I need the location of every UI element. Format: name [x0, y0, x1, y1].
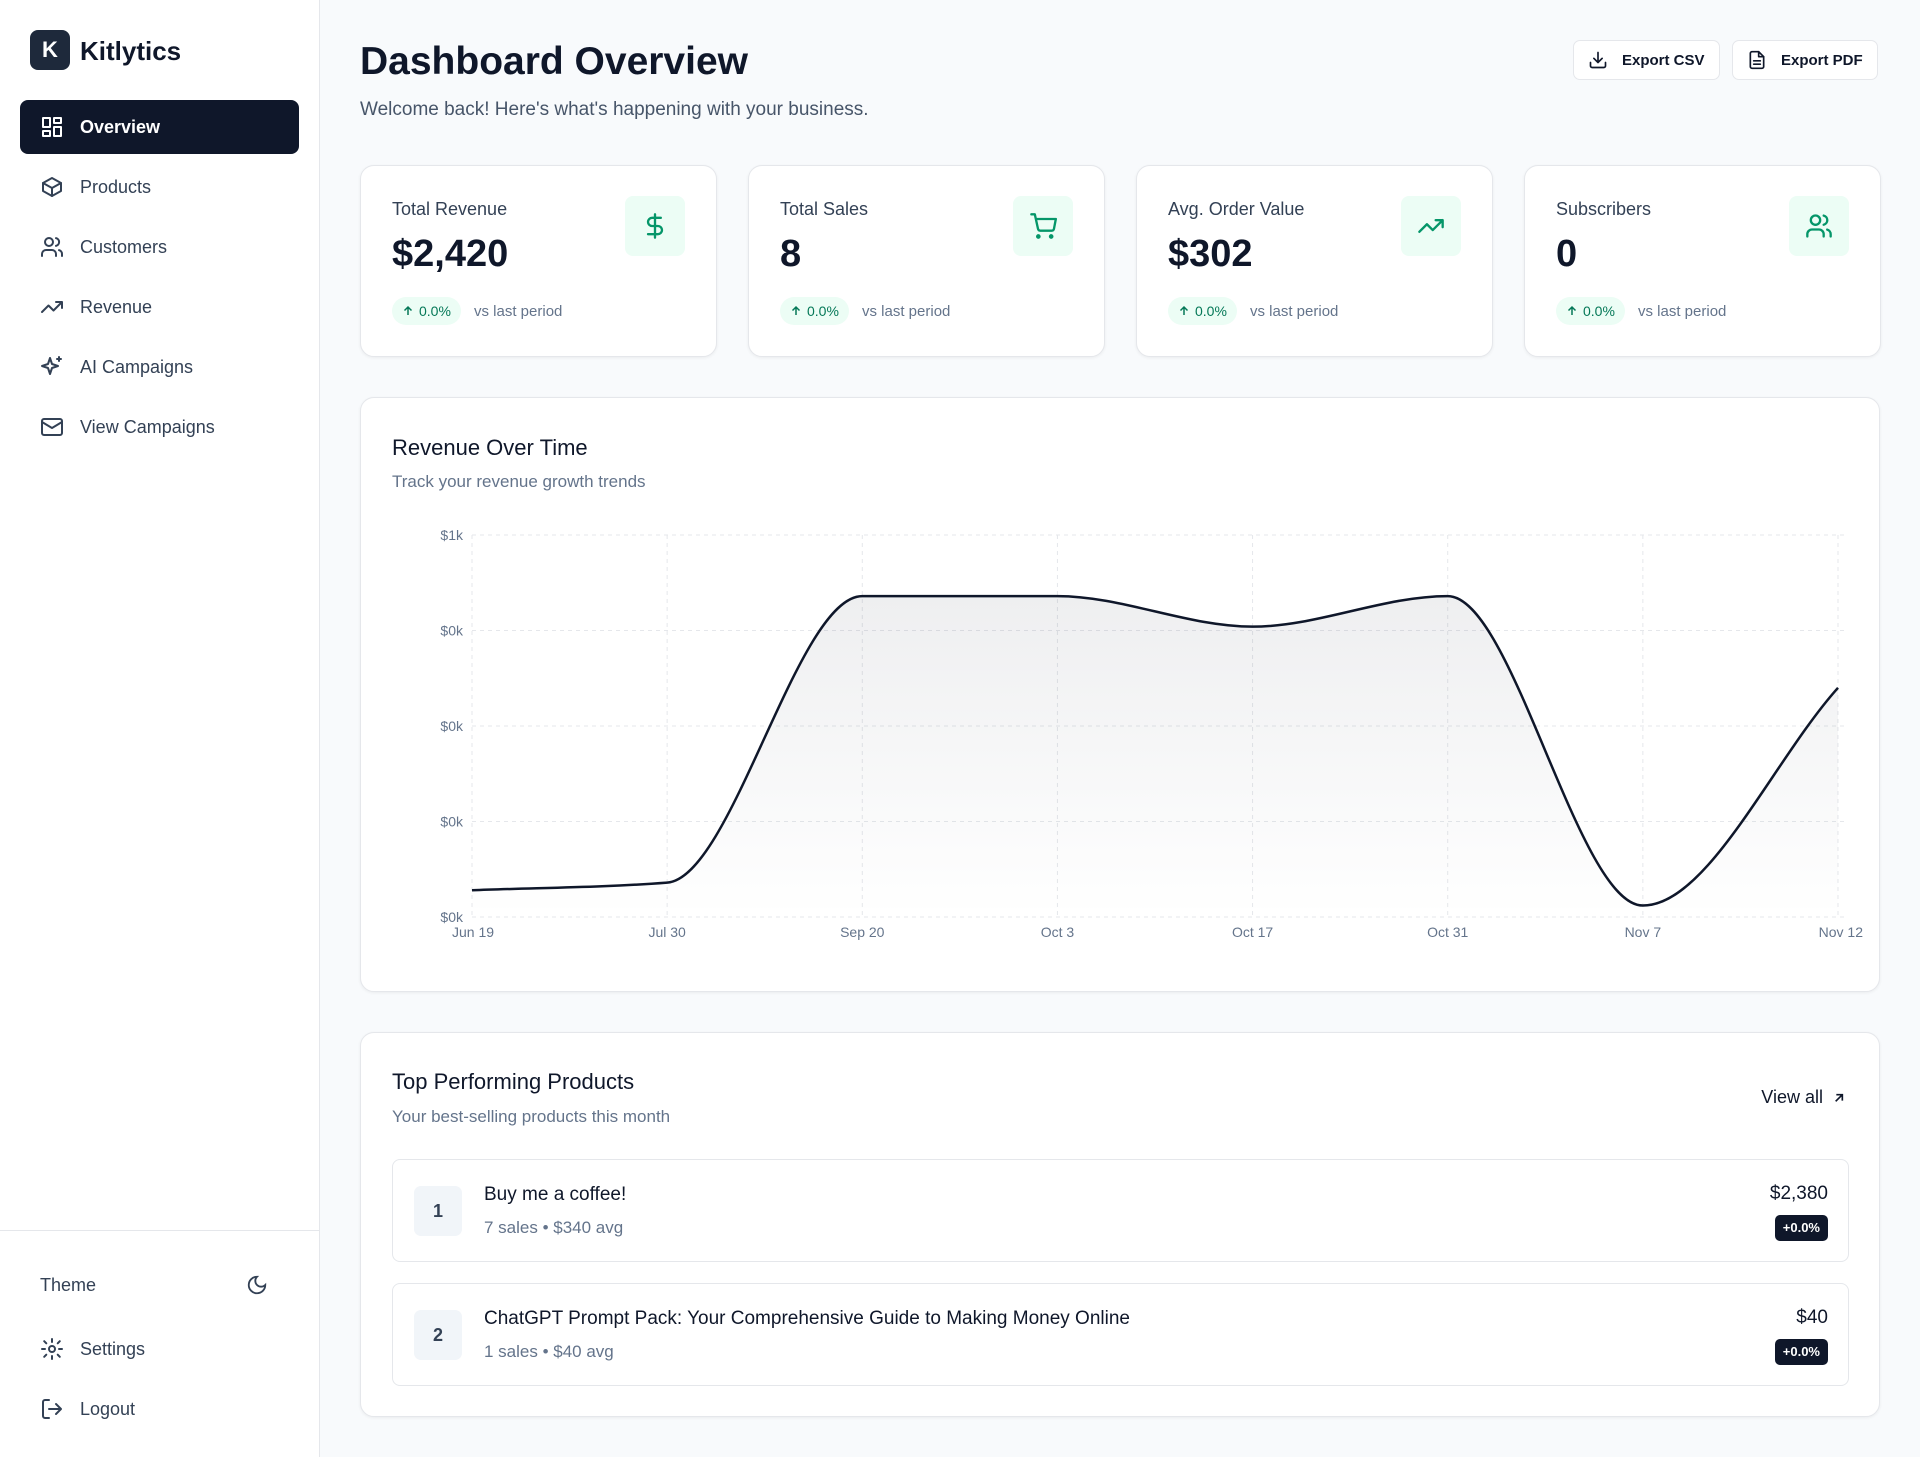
- stat-icon: [1789, 196, 1849, 256]
- line: [471, 594, 1839, 907]
- nav-item[interactable]: Settings: [20, 1322, 299, 1376]
- change-value: 0.0%: [1583, 303, 1615, 319]
- product-change: +0.0%: [1774, 1339, 1828, 1365]
- nav-item[interactable]: Customers: [20, 220, 299, 274]
- nav-item[interactable]: AI Campaigns: [20, 340, 299, 394]
- page-title: Dashboard Overview: [360, 40, 748, 83]
- brand: Kitlytics: [80, 36, 182, 66]
- products-title: Top Performing Products: [392, 1069, 635, 1094]
- y-tick-label: $0k: [440, 814, 464, 830]
- nav-item[interactable]: Revenue: [20, 280, 299, 334]
- product-revenue: $2,380: [1769, 1183, 1828, 1204]
- products-subtitle: Your best-selling products this month: [392, 1107, 671, 1126]
- product-meta: 7 sales • $340 avg: [484, 1218, 624, 1237]
- change-badge: 0.0%: [1556, 297, 1625, 325]
- product-name: ChatGPT Prompt Pack: Your Comprehensive …: [484, 1308, 1130, 1329]
- nav-item[interactable]: Logout: [20, 1382, 299, 1436]
- product-rank: 1: [414, 1186, 462, 1236]
- stat-icon: [1401, 196, 1461, 256]
- stat-value: 8: [780, 233, 802, 275]
- nav-label: Customers: [80, 236, 168, 257]
- products-card: Top Performing Products Your best-sellin…: [360, 1032, 1880, 1417]
- product-name: Buy me a coffee!: [484, 1184, 627, 1205]
- x-tick-label: Oct 17: [1232, 924, 1273, 940]
- nav-item[interactable]: Products: [20, 160, 299, 214]
- stat-label: Avg. Order Value: [1168, 199, 1305, 219]
- nav-label: AI Campaigns: [80, 356, 194, 377]
- nav-label: View Campaigns: [80, 416, 215, 437]
- page-subtitle: Welcome back! Here's what's happening wi…: [360, 99, 869, 120]
- stat-value: $2,420: [392, 233, 509, 275]
- product-row[interactable]: 2 ChatGPT Prompt Pack: Your Comprehensive…: [392, 1283, 1849, 1386]
- y-tick-label: $0k: [440, 623, 464, 639]
- change-note: vs last period: [474, 303, 563, 320]
- nav-label: Revenue: [80, 296, 153, 317]
- button-label: Export PDF: [1781, 51, 1863, 69]
- stat-label: Total Sales: [780, 199, 869, 219]
- product-rank: 2: [414, 1310, 462, 1360]
- product-revenue: $40: [1796, 1307, 1828, 1328]
- stat-icon: [1013, 196, 1073, 256]
- stat-card: Total Sales 8 0.0% vs last period: [748, 165, 1105, 357]
- button-label: Export CSV: [1622, 51, 1705, 69]
- change-note: vs last period: [1250, 303, 1339, 320]
- chart-card: Revenue Over Time Track your revenue gro…: [360, 397, 1880, 992]
- stat-value: 0: [1556, 233, 1578, 275]
- nav-label: Logout: [80, 1398, 136, 1419]
- change-value: 0.0%: [419, 303, 451, 319]
- product-change: +0.0%: [1774, 1215, 1828, 1241]
- x-tick-label: Sep 20: [840, 924, 885, 940]
- chart-title: Revenue Over Time: [392, 435, 588, 460]
- view-all-label: View all: [1761, 1087, 1823, 1107]
- nav-item[interactable]: Overview: [20, 100, 299, 154]
- y-tick-label: $0k: [440, 718, 464, 734]
- stat-card: Subscribers 0 0.0% vs last period: [1524, 165, 1881, 357]
- x-tick-label: Oct 3: [1041, 924, 1075, 940]
- view-all[interactable]: View all: [1761, 1087, 1847, 1108]
- stat-label: Total Revenue: [392, 199, 508, 219]
- sidebar: K Kitlytics Overview Products Customers …: [0, 0, 320, 1457]
- export-pdf[interactable]: Export PDF: [1732, 40, 1878, 80]
- change-badge: 0.0%: [1168, 297, 1237, 325]
- chart-subtitle: Track your revenue growth trends: [392, 472, 646, 491]
- x-tick-label: Nov 7: [1625, 924, 1662, 940]
- divider: [0, 1230, 320, 1231]
- stat-icon: [625, 196, 685, 256]
- change-note: vs last period: [862, 303, 951, 320]
- stat-card: Avg. Order Value $302 0.0% vs last period: [1136, 165, 1493, 357]
- x-tick-label: Nov 12: [1819, 924, 1864, 940]
- change-badge: 0.0%: [392, 297, 461, 325]
- x-tick-label: Jun 19: [452, 924, 494, 940]
- theme-toggle[interactable]: [246, 1274, 268, 1296]
- chart: $0k $0k $0k $0k $1k Jun 19 Jul 30 Sep 20 Oct 3 Oc…: [440, 527, 1864, 940]
- x-tick-label: Oct 31: [1427, 924, 1468, 940]
- area: [472, 596, 1838, 917]
- change-value: 0.0%: [807, 303, 839, 319]
- x-tick-label: Jul 30: [648, 924, 686, 940]
- product-meta: 1 sales • $40 avg: [484, 1342, 614, 1361]
- export-csv[interactable]: Export CSV: [1573, 40, 1720, 80]
- stat-card: Total Revenue $2,420 0.0% vs last period: [360, 165, 717, 357]
- change-value: 0.0%: [1195, 303, 1227, 319]
- change-note: vs last period: [1638, 303, 1727, 320]
- y-tick-label: $1k: [440, 527, 464, 543]
- logo: K: [30, 30, 70, 70]
- nav-item[interactable]: View Campaigns: [20, 400, 299, 454]
- stat-value: $302: [1168, 233, 1253, 275]
- change-badge: 0.0%: [780, 297, 849, 325]
- nav-label: Overview: [80, 116, 161, 137]
- theme-label: Theme: [40, 1275, 97, 1295]
- nav-label: Products: [80, 176, 152, 197]
- stat-label: Subscribers: [1556, 199, 1652, 219]
- nav-label: Settings: [80, 1338, 146, 1359]
- product-row[interactable]: 1 Buy me a coffee! 7 sales • $340 avg $2,38…: [392, 1159, 1849, 1262]
- y-tick-label: $0k: [440, 909, 464, 925]
